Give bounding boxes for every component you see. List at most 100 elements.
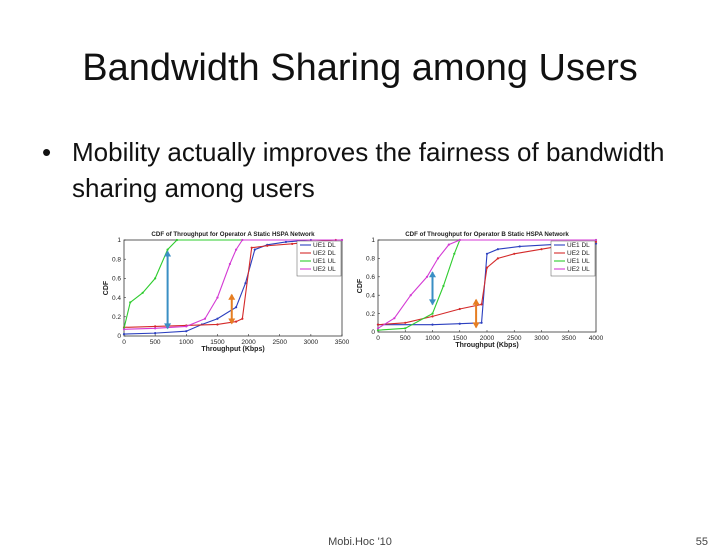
data-point-ue2-dl (513, 252, 516, 255)
legend-label-ue1-dl: UE1 DL (313, 242, 336, 249)
data-point-ue1-ul (453, 252, 456, 255)
data-point-ue1-dl (185, 330, 188, 333)
y-axis-label: CDF (103, 280, 110, 295)
x-tick-label: 500 (400, 335, 411, 342)
data-point-ue1-dl (122, 332, 126, 336)
data-point-ue1-ul (404, 327, 407, 330)
x-tick-label: 3000 (304, 339, 319, 346)
data-point-ue1-ul (175, 238, 179, 242)
data-point-ue1-dl (480, 321, 483, 324)
data-point-ue2-dl (216, 323, 219, 326)
data-point-ue1-dl (216, 317, 219, 320)
bullet-marker: • (42, 137, 52, 167)
x-tick-label: 0 (122, 339, 126, 346)
data-point-ue1-ul (141, 291, 144, 294)
data-point-ue2-dl (480, 303, 483, 306)
data-point-ue2-dl (376, 323, 380, 326)
legend-box (296, 240, 342, 277)
x-tick-label: 3500 (335, 339, 350, 346)
x-tick-label: 3500 (562, 335, 577, 342)
y-tick-label: 0.6 (112, 276, 121, 283)
data-point-ue1-dl (284, 240, 288, 244)
data-point-ue1-dl (431, 323, 434, 326)
y-tick-label: 0.8 (366, 256, 375, 263)
data-point-ue2-dl (594, 240, 598, 243)
slide-title: Bandwidth Sharing among Users (82, 47, 638, 89)
y-tick-label: 1 (371, 237, 375, 244)
data-point-ue1-ul (166, 248, 169, 251)
y-tick-label: 0 (371, 329, 375, 336)
x-tick-label: 1000 (425, 335, 440, 342)
data-point-ue2-ul (458, 238, 461, 242)
bullet-text: Mobility actually improves the fairness … (72, 137, 665, 203)
data-point-ue2-dl (540, 248, 543, 251)
data-point-ue1-ul (129, 301, 132, 304)
x-tick-label: 1500 (210, 339, 225, 346)
x-tick-label: 4000 (589, 335, 604, 342)
data-point-ue2-ul (425, 275, 429, 278)
x-axis-label: Throughput (Kbps) (201, 346, 264, 353)
data-point-ue2-ul (122, 328, 126, 331)
legend-label-ue1-ul: UE1 UL (313, 258, 336, 265)
x-tick-label: 2000 (480, 335, 495, 342)
data-point-ue2-ul (376, 327, 380, 330)
data-point-ue2-ul (447, 243, 450, 246)
data-point-ue1-ul (431, 312, 434, 315)
y-tick-label: 0.6 (366, 274, 375, 281)
x-tick-label: 1000 (179, 339, 194, 346)
data-point-ue2-dl (485, 266, 489, 269)
annotation-arrowhead-top (228, 293, 236, 300)
data-point-ue2-ul (154, 327, 157, 330)
data-point-ue1-dl (244, 282, 247, 285)
data-point-ue2-ul (203, 317, 207, 320)
data-point-ue2-ul (594, 238, 598, 242)
series-line-ue2-ul (377, 239, 596, 329)
chart-operator-b: CDF of Throughput for Operator B Static … (357, 231, 604, 349)
data-point-ue1-dl (458, 322, 461, 325)
legend-label-ue2-ul: UE2 UL (313, 266, 336, 273)
data-point-ue1-dl (594, 242, 598, 245)
annotation-arrowhead-top (472, 298, 480, 305)
x-tick-label: 2000 (241, 339, 256, 346)
x-tick-label: 2500 (507, 335, 522, 342)
legend-label-ue1-ul: UE1 UL (567, 258, 590, 265)
data-point-ue2-dl (241, 317, 244, 320)
chart-title: CDF of Throughput for Operator A Static … (151, 231, 315, 238)
annotation-arrowhead-bottom (472, 322, 480, 329)
data-point-ue2-ul (185, 325, 188, 328)
data-point-ue2-dl (458, 307, 461, 311)
annotation-arrowhead-bottom (429, 299, 436, 306)
chart-title: CDF of Throughput for Operator B Static … (405, 231, 569, 238)
data-point-ue2-dl (496, 257, 499, 260)
annotation-arrowhead-top (164, 250, 172, 257)
x-axis-label: Throughput (Kbps) (455, 342, 518, 349)
x-tick-label: 500 (150, 339, 161, 346)
data-point-ue2-ul (436, 257, 440, 260)
chart-operator-a: CDF of Throughput for Operator A Static … (103, 231, 350, 353)
data-point-ue2-dl (404, 321, 407, 324)
y-tick-label: 1 (117, 237, 121, 244)
x-tick-label: 1500 (453, 335, 468, 342)
data-point-ue1-dl (485, 252, 489, 255)
data-point-ue2-dl (431, 315, 434, 318)
data-point-ue1-ul (154, 277, 157, 280)
x-tick-label: 3000 (534, 335, 549, 342)
data-point-ue2-dl (250, 246, 253, 249)
data-point-ue1-dl (253, 248, 256, 251)
data-point-ue2-dl (235, 320, 238, 323)
data-point-ue1-dl (235, 306, 238, 309)
data-point-ue1-dl (518, 245, 521, 248)
data-point-ue2-ul (340, 238, 344, 242)
data-point-ue1-ul (376, 329, 380, 332)
y-tick-label: 0.2 (112, 314, 121, 321)
legend-label-ue2-dl: UE2 DL (313, 250, 336, 257)
y-tick-label: 0.4 (112, 295, 121, 302)
y-tick-label: 0.4 (366, 292, 375, 299)
y-tick-label: 0.8 (112, 256, 121, 263)
data-point-ue2-ul (241, 238, 244, 242)
annotation-arrowhead-bottom (164, 323, 172, 330)
legend-label-ue2-ul: UE2 UL (567, 266, 590, 273)
data-point-ue2-ul (228, 262, 231, 266)
data-point-ue2-dl (154, 325, 157, 328)
data-point-ue2-ul (216, 296, 219, 299)
